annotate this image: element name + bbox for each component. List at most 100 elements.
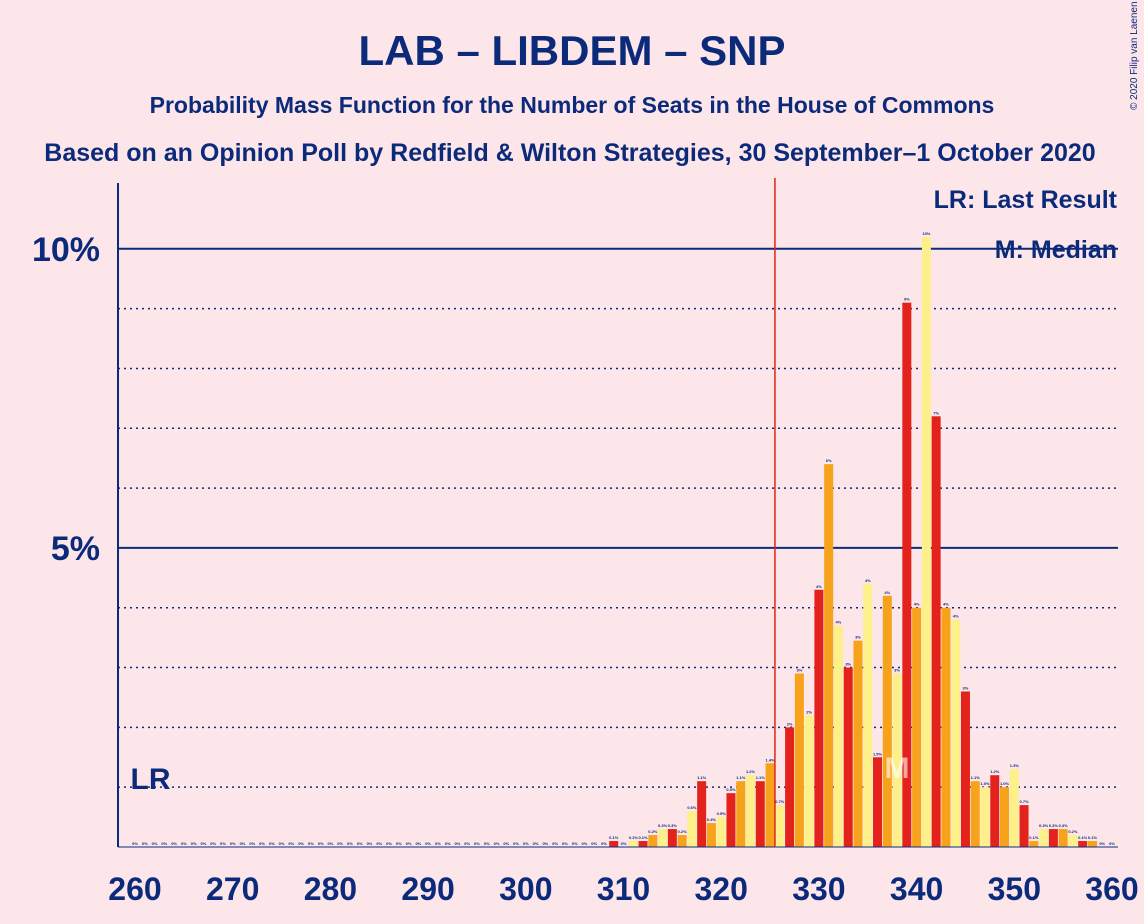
legend-item: M: Median xyxy=(995,236,1117,264)
value-label: 1.4% xyxy=(765,757,775,762)
value-label: 0% xyxy=(455,841,461,846)
value-label: 0% xyxy=(621,841,627,846)
value-label: 0% xyxy=(494,841,500,846)
value-label: 7% xyxy=(933,410,939,415)
value-label: 2% xyxy=(806,709,812,714)
value-label: 0% xyxy=(591,841,597,846)
bar xyxy=(1039,829,1049,847)
value-label: 0% xyxy=(386,841,392,846)
value-label: 0% xyxy=(1099,841,1105,846)
bar xyxy=(833,625,843,847)
value-label: 0% xyxy=(347,841,353,846)
value-label: 0% xyxy=(230,841,236,846)
value-label: 0.5% xyxy=(717,811,727,816)
bar xyxy=(804,715,814,847)
bar xyxy=(1029,841,1039,847)
x-tick-label: 320 xyxy=(695,871,748,907)
x-tick-label: 260 xyxy=(108,871,161,907)
bar xyxy=(677,835,687,847)
value-label: 0% xyxy=(513,841,519,846)
value-label: 0.2% xyxy=(1068,829,1078,834)
value-label: 1.3% xyxy=(1010,763,1020,768)
bar xyxy=(1078,841,1088,847)
x-tick-label: 290 xyxy=(401,871,454,907)
value-label: 1.0% xyxy=(1000,781,1010,786)
value-label: 4% xyxy=(914,602,920,607)
value-label: 0% xyxy=(181,841,187,846)
value-label: 4% xyxy=(943,602,949,607)
last-result-label: LR xyxy=(131,763,171,796)
value-label: 0.6% xyxy=(687,805,697,810)
bar xyxy=(667,829,677,847)
value-label: 0% xyxy=(191,841,197,846)
value-label: 3% xyxy=(855,635,861,640)
value-label: 0% xyxy=(210,841,216,846)
value-label: 1.1% xyxy=(756,775,766,780)
bar xyxy=(609,841,619,847)
bar xyxy=(726,793,736,847)
bar xyxy=(951,619,961,847)
bar xyxy=(687,811,697,847)
value-label: 0.3% xyxy=(1049,823,1059,828)
value-label: 1.2% xyxy=(990,769,1000,774)
bar xyxy=(1087,841,1097,847)
bar xyxy=(785,727,795,847)
value-label: 0% xyxy=(503,841,509,846)
value-label: 0% xyxy=(337,841,343,846)
value-label: 1.1% xyxy=(697,775,707,780)
chart-title: LAB – LIBDEM – SNP xyxy=(358,27,785,74)
x-tick-label: 300 xyxy=(499,871,552,907)
bar xyxy=(892,673,902,847)
bar xyxy=(902,302,912,847)
value-label: 0% xyxy=(269,841,275,846)
bar xyxy=(931,416,941,847)
value-label: 0% xyxy=(152,841,158,846)
bar xyxy=(648,835,658,847)
value-label: 1.1% xyxy=(971,775,981,780)
value-label: 0% xyxy=(240,841,246,846)
value-label: 3% xyxy=(963,685,969,690)
median-marker: M xyxy=(885,752,910,785)
bar xyxy=(873,757,883,847)
y-tick-label: 5% xyxy=(51,530,100,568)
value-label: 0% xyxy=(220,841,226,846)
value-label: 0.1% xyxy=(1078,835,1088,840)
bar xyxy=(775,805,785,847)
value-label: 1.0% xyxy=(980,781,990,786)
value-label: 0.2% xyxy=(648,829,658,834)
value-label: 0% xyxy=(582,841,588,846)
value-label: 0% xyxy=(396,841,402,846)
value-label: 0.9% xyxy=(726,787,736,792)
value-label: 0% xyxy=(601,841,607,846)
bar xyxy=(697,781,707,847)
value-label: 0% xyxy=(533,841,539,846)
value-label: 0.1% xyxy=(1088,835,1098,840)
value-label: 0.3% xyxy=(1059,823,1069,828)
bar xyxy=(794,673,804,847)
value-label: 0.2% xyxy=(678,829,688,834)
value-label: 0% xyxy=(249,841,255,846)
chart-subtitle: Probability Mass Function for the Number… xyxy=(150,92,995,118)
value-label: 0.1% xyxy=(638,835,648,840)
value-label: 0% xyxy=(298,841,304,846)
value-label: 0% xyxy=(376,841,382,846)
bar xyxy=(853,640,863,847)
bar xyxy=(658,829,668,847)
value-label: 0% xyxy=(406,841,412,846)
value-label: 0.4% xyxy=(707,817,717,822)
value-label: 1.2% xyxy=(746,769,756,774)
value-label: 0% xyxy=(318,841,324,846)
value-label: 0% xyxy=(435,841,441,846)
bar xyxy=(980,787,990,847)
value-label: 0% xyxy=(288,841,294,846)
bar xyxy=(1068,835,1078,847)
value-label: 3% xyxy=(796,668,802,673)
value-label: 3% xyxy=(894,668,900,673)
value-label: 0% xyxy=(562,841,568,846)
bar xyxy=(765,763,775,847)
value-label: 9% xyxy=(904,297,910,302)
value-label: 0.3% xyxy=(668,823,678,828)
bar xyxy=(990,775,1000,847)
value-label: 3% xyxy=(845,662,851,667)
